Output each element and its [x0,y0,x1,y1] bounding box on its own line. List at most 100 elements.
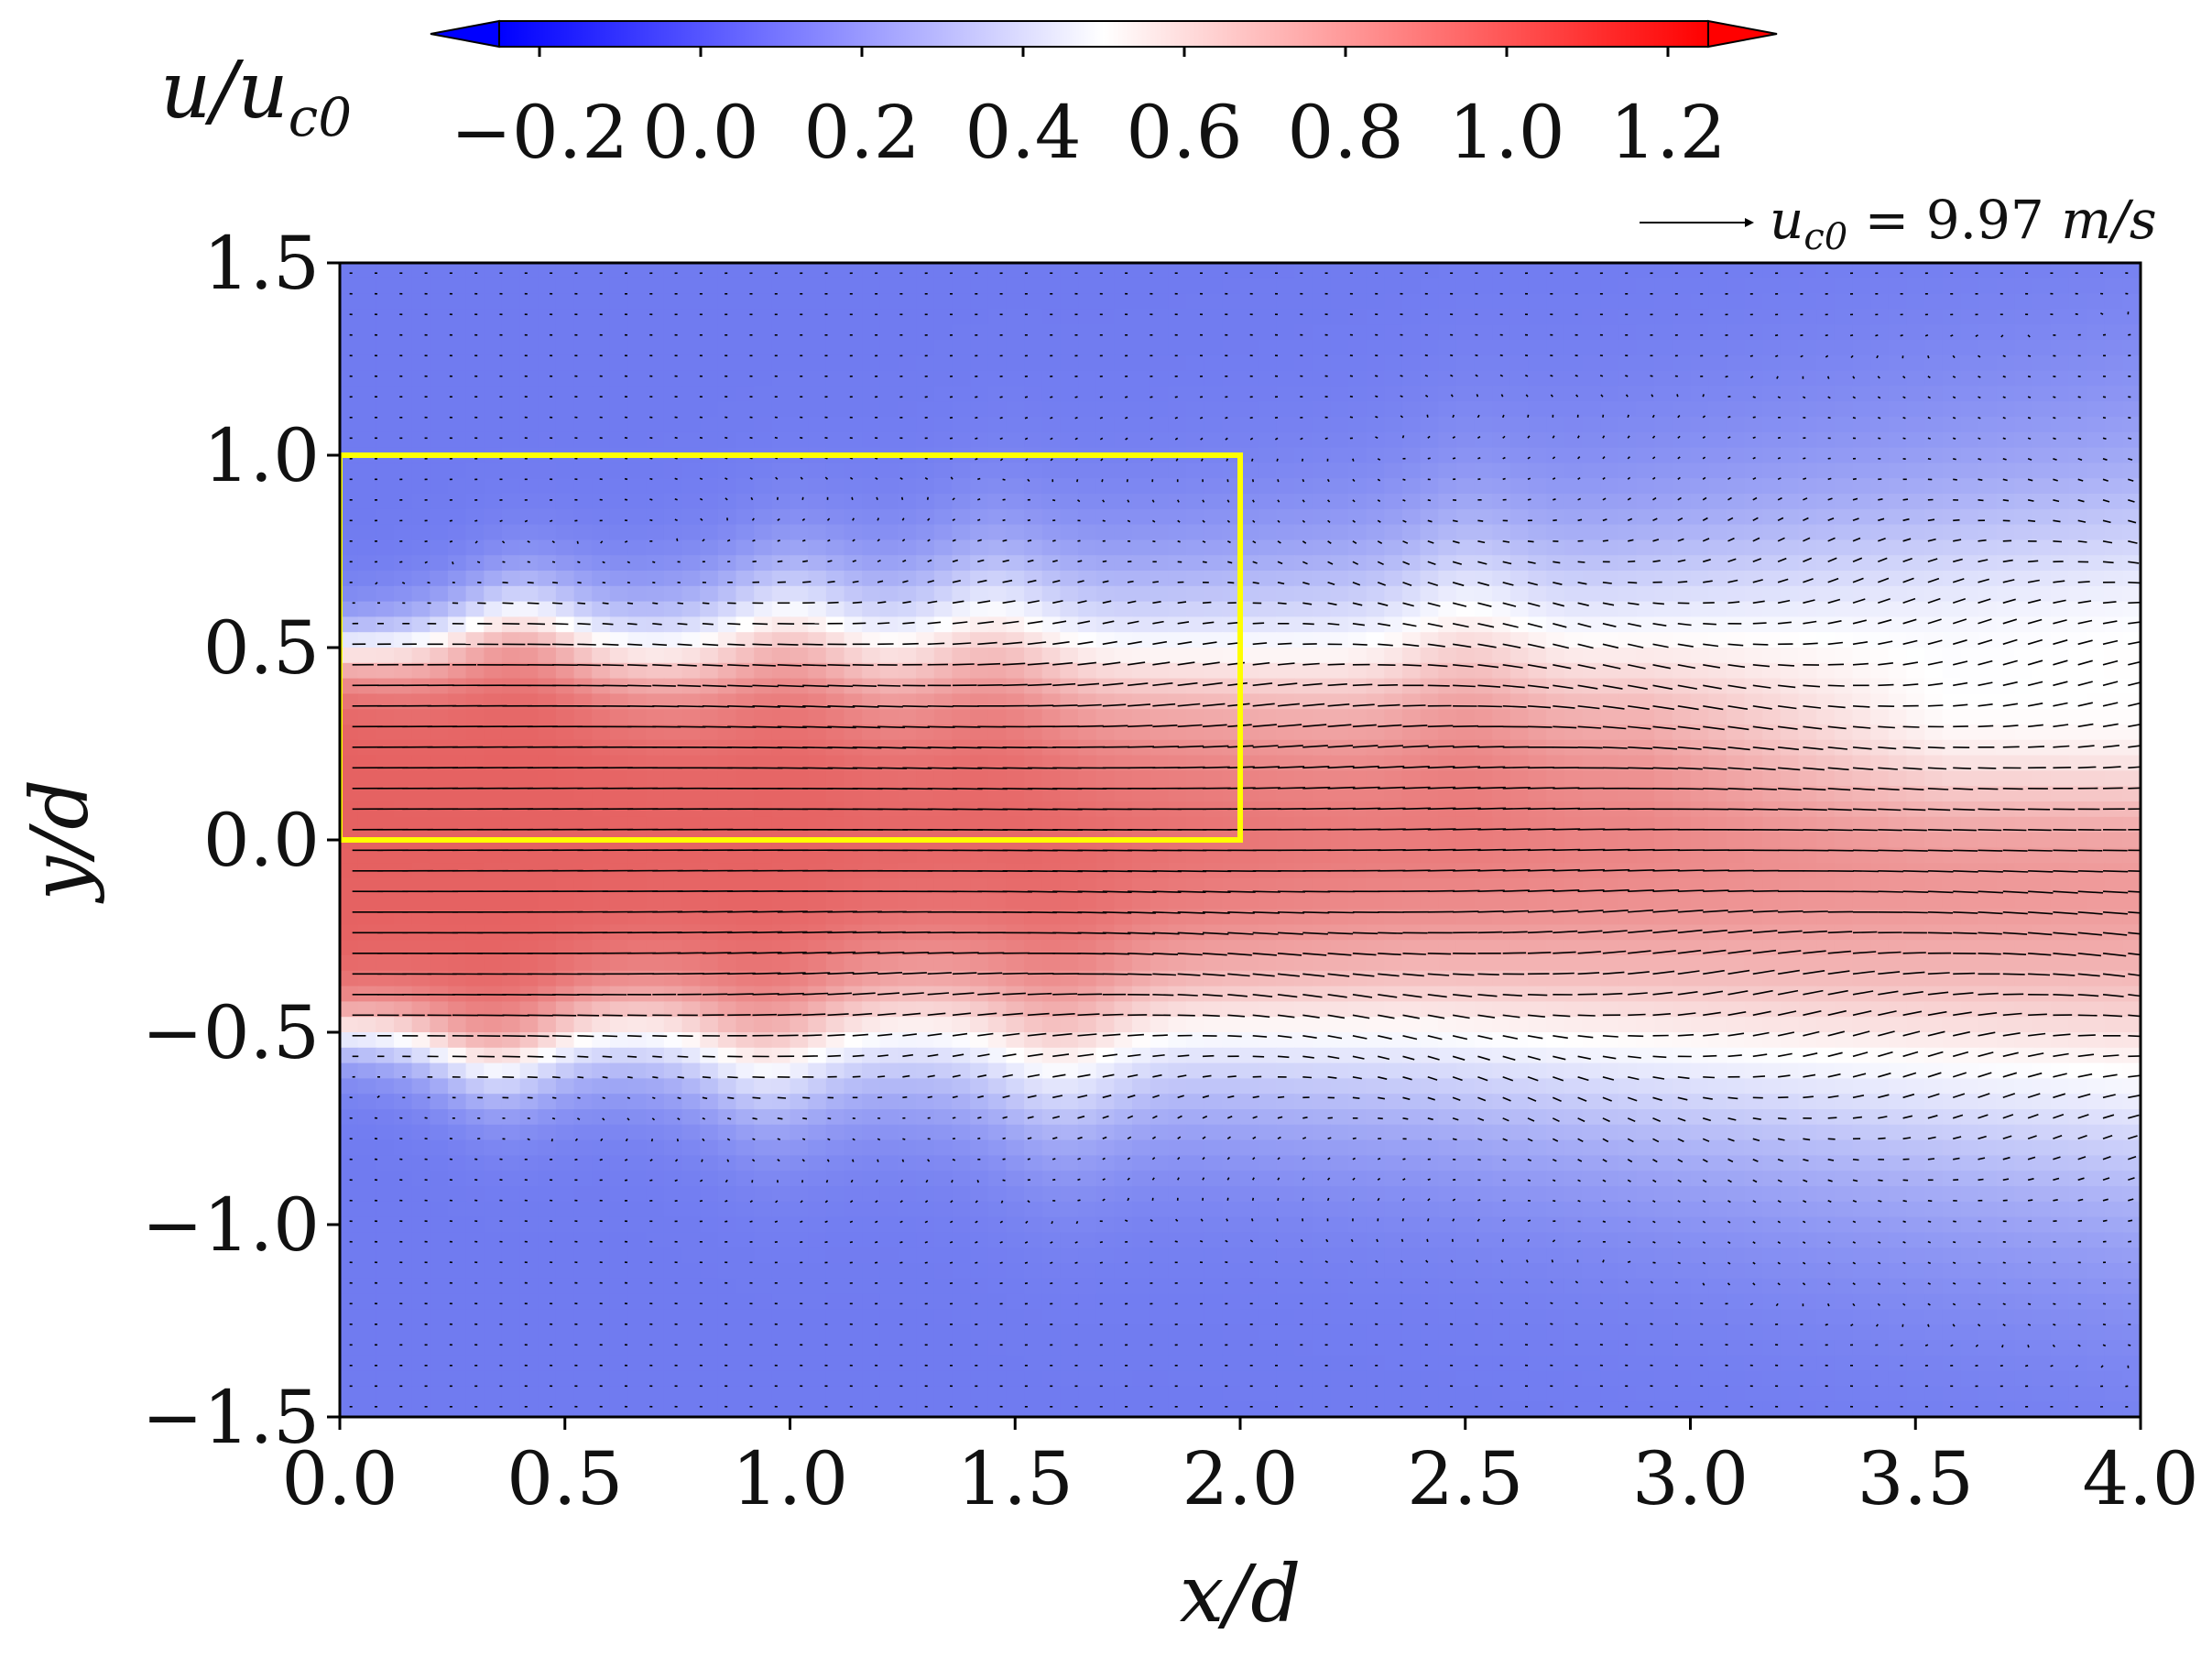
field-cell [1367,478,1386,495]
field-cell [412,355,431,372]
field-cell [754,756,773,772]
field-cell [1654,555,1673,572]
field-cell [2032,679,2052,695]
field-cell [1816,263,1836,279]
field-cell [1691,894,1710,910]
field-cell [1150,756,1170,772]
field-cell [1240,833,1259,849]
field-cell [412,770,431,787]
field-cell [1654,955,1673,972]
field-cell [1384,555,1403,572]
field-cell [790,632,810,648]
field-cell [1294,309,1313,325]
field-cell [646,463,665,479]
field-cell [1259,432,1278,449]
field-cell [556,955,575,972]
field-cell [1564,817,1584,834]
field-cell [1186,756,1205,772]
field-cell [1924,679,1944,695]
field-cell [484,586,503,603]
field-cell [754,432,773,449]
field-cell [1510,801,1530,818]
field-cell [592,263,611,279]
field-cell [1492,770,1511,787]
field-cell [1438,355,1457,372]
field-cell [1978,478,1998,495]
field-cell [844,586,864,603]
field-cell [1691,555,1710,572]
field-cell [790,770,810,787]
field-cell [646,478,665,495]
field-cell [1583,833,1602,849]
field-cell [1114,616,1133,633]
field-cell [448,955,467,972]
field-cell [1259,648,1278,664]
field-cell [1132,1017,1151,1033]
field-cell [592,586,611,603]
field-cell [1529,509,1548,526]
field-cell [1708,294,1727,311]
field-cell [1421,555,1440,572]
field-cell [934,494,953,510]
field-cell [340,263,359,279]
field-cell [358,539,377,556]
field-cell [862,324,881,341]
field-cell [1745,602,1764,618]
field-cell [2087,616,2106,633]
field-cell [1708,571,1727,587]
field-cell [1060,663,1079,680]
field-cell [1348,263,1368,279]
field-cell [1475,586,1494,603]
field-cell [772,571,791,587]
field-cell [1978,309,1998,325]
field-cell [1529,309,1548,325]
field-cell [1564,709,1584,725]
field-cell [1529,463,1548,479]
field-cell [700,386,719,402]
field-cell [574,770,594,787]
field-cell [1294,679,1313,695]
field-cell [1132,417,1151,433]
field-cell [1060,324,1079,341]
field-cell [700,955,719,972]
field-cell [1889,509,1908,526]
field-cell [1943,894,1962,910]
field-cell [1024,509,1043,526]
field-cell [1654,340,1673,356]
field-cell [646,525,665,541]
field-cell [1006,586,1025,603]
field-cell [1421,709,1440,725]
field-cell [2122,525,2141,541]
field-cell [646,894,665,910]
field-cell [1259,525,1278,541]
field-cell [808,340,827,356]
field-cell [1259,986,1278,1003]
field-cell [340,432,359,449]
field-cell [862,602,881,618]
field-cell [1240,817,1259,834]
field-cell [1978,324,1998,341]
field-cell [1510,770,1530,787]
field-cell [1276,740,1295,757]
field-cell [592,955,611,972]
field-cell [430,894,449,910]
field-cell [1294,448,1313,464]
field-cell [1816,525,1836,541]
field-cell [1529,263,1548,279]
field-cell [1708,817,1727,834]
field-cell [2122,340,2141,356]
field-cell [502,648,521,664]
field-cell [736,478,756,495]
field-cell [466,478,485,495]
field-cell [1078,663,1097,680]
field-cell [1924,894,1944,910]
field-cell [538,602,557,618]
field-cell [358,278,377,295]
field-cell [646,693,665,710]
field-cell [1078,340,1097,356]
field-cell [520,1017,539,1033]
field-cell [1618,509,1638,526]
field-cell [899,263,918,279]
field-cell [899,278,918,295]
field-cell [484,616,503,633]
